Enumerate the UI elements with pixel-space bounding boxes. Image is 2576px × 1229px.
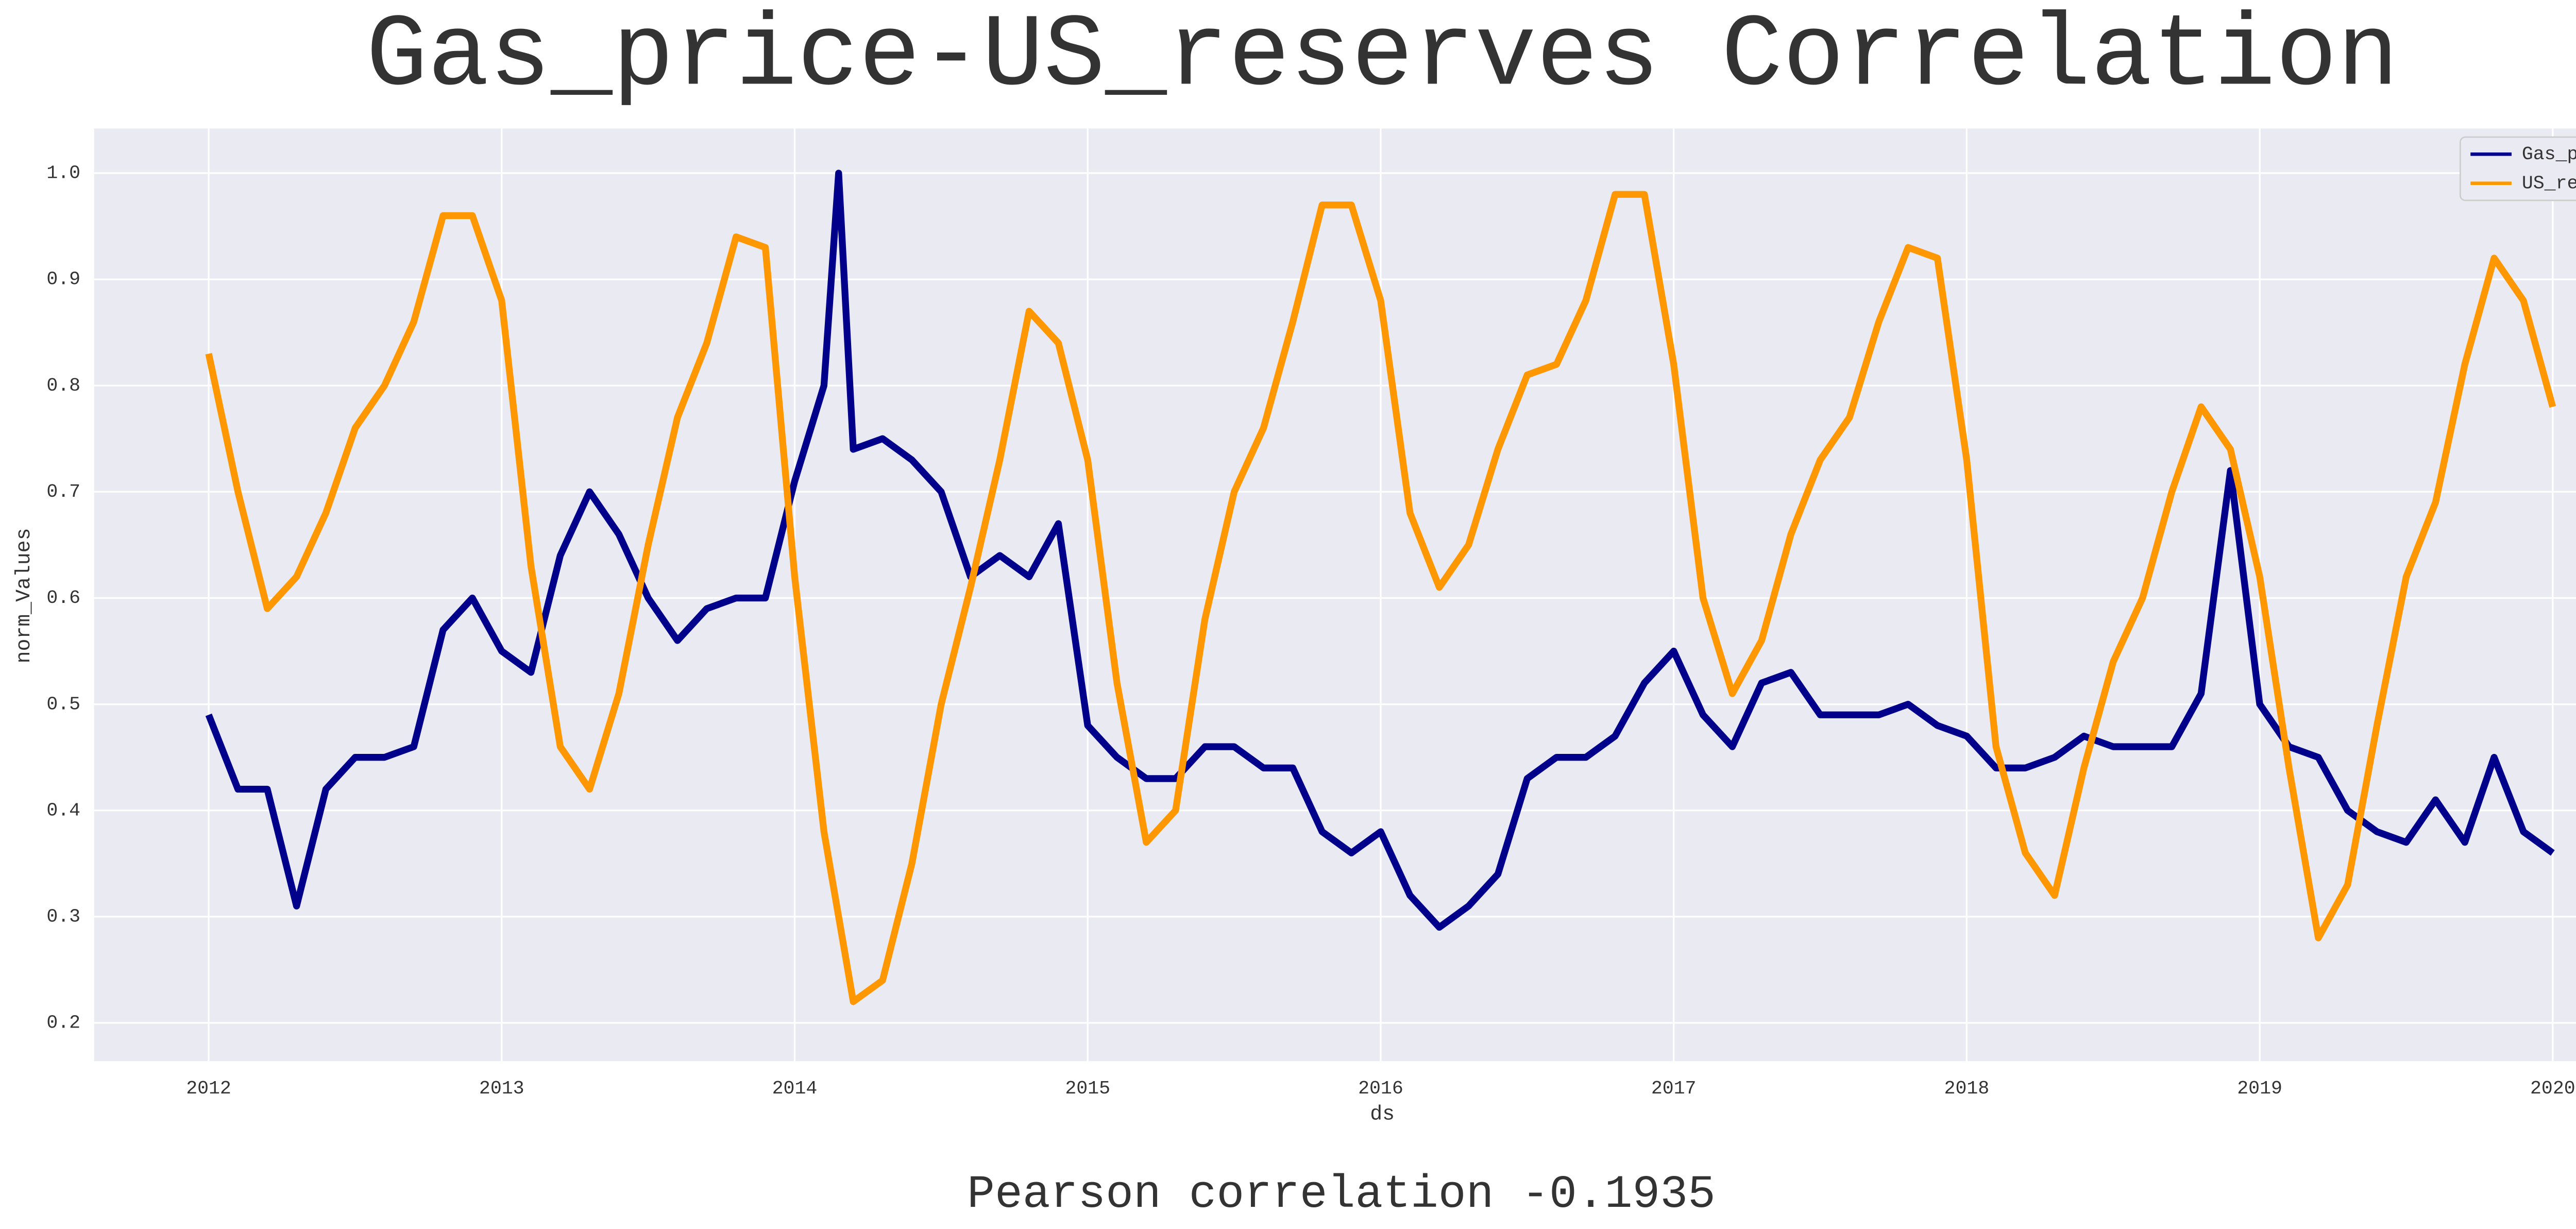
legend: Gas_price US_reserves — [2459, 136, 2576, 201]
x-tick-label: 2014 — [772, 1078, 818, 1099]
x-tick-label: 2013 — [479, 1078, 524, 1099]
x-tick-label: 2018 — [1944, 1078, 1990, 1099]
y-tick-label: 0.3 — [46, 906, 80, 928]
y-tick-label: 0.6 — [46, 587, 80, 609]
legend-label: Gas_price — [2522, 144, 2576, 165]
y-tick-label: 0.4 — [46, 800, 80, 821]
y-tick-label: 0.8 — [46, 375, 80, 396]
x-axis-label: ds — [1370, 1103, 1395, 1126]
annotation: Pearson correlation -0.1935 — [967, 1168, 1716, 1221]
x-tick-label: 2016 — [1358, 1078, 1403, 1099]
y-tick-label: 0.5 — [46, 694, 80, 715]
x-tick-label: 2020 — [2530, 1078, 2575, 1099]
x-tick-label: 2017 — [1651, 1078, 1697, 1099]
y-axis-label: norm_Values — [12, 528, 36, 664]
chart-title: Gas_price-US_reserves Correlation — [366, 0, 2398, 115]
data-line — [205, 191, 2556, 1005]
y-tick-label: 0.9 — [46, 269, 80, 290]
x-tick-label: 2019 — [2237, 1078, 2282, 1099]
lines — [205, 170, 2556, 1005]
x-tick-label: 2015 — [1065, 1078, 1110, 1099]
x-tick-label: 2012 — [186, 1078, 231, 1099]
legend-label: US_reserves — [2522, 173, 2576, 194]
data-line — [205, 170, 2555, 931]
y-tick-label: 1.0 — [46, 163, 80, 184]
plot-background — [94, 128, 2576, 1062]
y-tick-label: 0.2 — [46, 1013, 80, 1034]
y-tick-label: 0.7 — [46, 481, 80, 502]
